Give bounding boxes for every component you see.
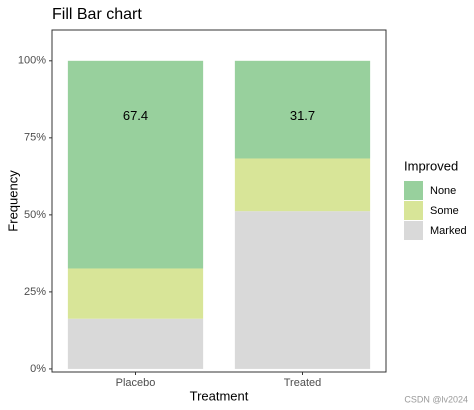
watermark: CSDN @lv2024 <box>404 394 468 404</box>
legend-title: Improved <box>404 158 458 173</box>
value-label: 31.7 <box>290 108 315 123</box>
bar-segment <box>234 158 371 212</box>
y-axis-label: Frequency <box>5 170 20 232</box>
value-label: 67.4 <box>123 108 148 123</box>
panel-border <box>51 29 387 373</box>
bar-segment <box>67 268 204 319</box>
legend-label: Marked <box>430 225 467 237</box>
x-tick-label: Placebo <box>116 377 156 389</box>
y-tick-label: 50% <box>24 209 46 221</box>
legend-label: Some <box>430 205 459 217</box>
bar-segment <box>234 211 371 369</box>
legend-key <box>404 201 423 220</box>
y-tick-label: 100% <box>18 55 46 67</box>
y-tick-label: 25% <box>24 286 46 298</box>
legend-key <box>404 221 423 240</box>
y-tick-label: 75% <box>24 132 46 144</box>
bar-segment <box>234 60 371 159</box>
legend-key <box>404 181 423 200</box>
x-tick-label: Treated <box>284 377 322 389</box>
y-tick-label: 0% <box>30 363 46 375</box>
bar-segment <box>67 60 204 269</box>
legend-label: None <box>430 185 456 197</box>
x-axis-label: Treatment <box>190 388 249 403</box>
chart-title: Fill Bar chart <box>52 6 142 23</box>
bar-segment <box>67 318 204 369</box>
